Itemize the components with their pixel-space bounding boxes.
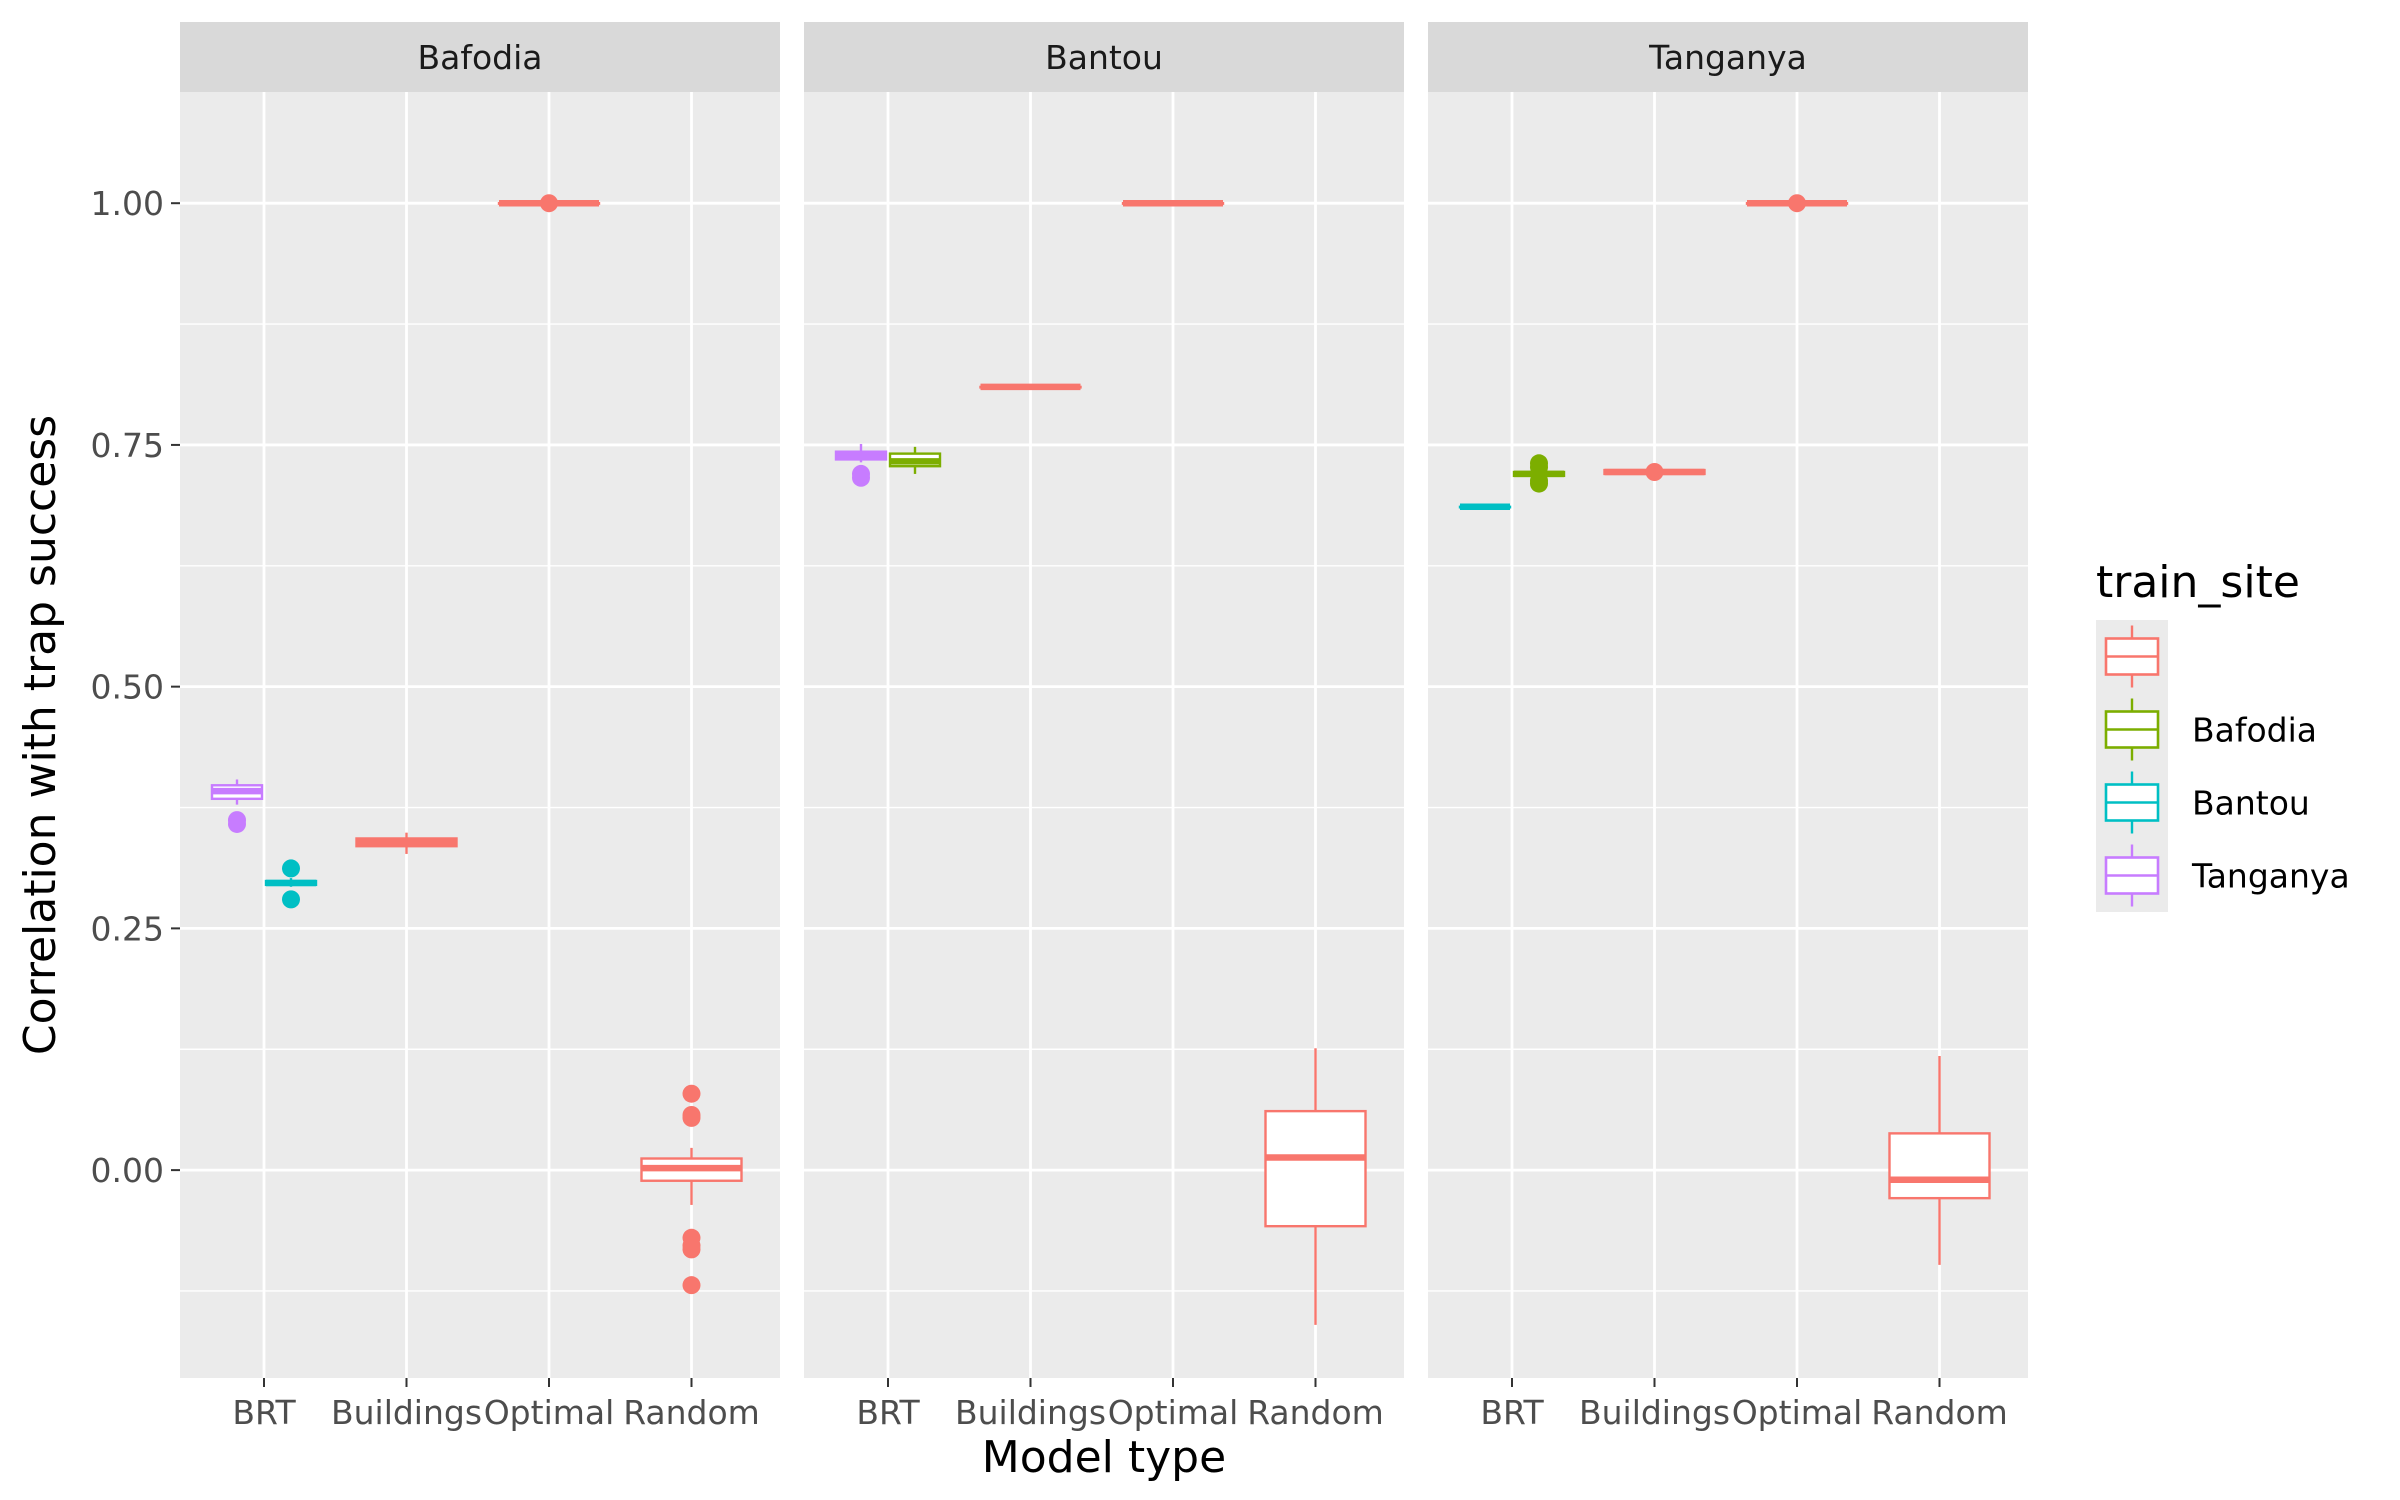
box-brt-tanganya [834,443,888,487]
box-optimal [1121,199,1225,207]
box-brt-bantou [264,859,318,909]
outlier-point [282,859,300,878]
box-brt-bafodia [888,446,942,474]
legend-label: Bantou [2192,784,2310,823]
legend-key-bantou: Bantou [2104,771,2310,834]
legend-label: Tanganya [2191,857,2350,896]
outlier-point [682,1276,701,1295]
x-tick-label: Random [1247,1393,1384,1432]
box-brt-tanganya [210,779,264,833]
box-body [1888,1132,1991,1200]
x-tick-label: Optimal [484,1393,615,1432]
facet-panel-bafodia: Bafodia BRT Buildings Optimal Random [180,22,780,1432]
facet-panel-bantou: Bantou BRT Buildings Optimal Random [804,22,1404,1432]
x-tick-label: Buildings [1579,1393,1730,1432]
legend-key-tanganya: Tanganya [2104,844,2350,907]
box-brt-bantou [1458,503,1512,511]
y-tick-label: 0.75 [91,426,164,465]
outlier-point [1530,471,1548,490]
outlier-point [682,1084,701,1103]
box-brt-bafodia [1512,454,1566,493]
y-tick-label: 0.50 [91,668,164,707]
x-tick-label: Buildings [331,1393,482,1432]
box-optimal [497,194,601,213]
outlier-point [228,811,246,830]
x-tick-label: Optimal [1732,1393,1863,1432]
outlier-point [682,1240,701,1259]
grid-lines [180,92,780,1378]
legend-key-unlabeled [2104,625,2160,688]
legend-key-bafodia: Bafodia [2104,698,2317,761]
x-tick-label: Buildings [955,1393,1106,1432]
x-axis-title: Model type [982,1432,1226,1483]
legend-title: train_site [2096,557,2300,608]
x-tick-label: BRT [232,1393,296,1432]
grid-lines [804,92,1404,1378]
box-random [1264,1048,1367,1325]
box-random [1888,1056,1991,1265]
y-tick-label: 0.00 [91,1151,164,1190]
facet-panel-tanganya: Tanganya BRT Buildings Optimal Random [1428,22,2028,1432]
y-axis-title: Correlation with trap success [15,415,66,1055]
legend: train_site Bafodia Bantou Tanganya [2096,557,2350,912]
box-random [640,1084,743,1295]
y-tick-label: 1.00 [91,184,164,223]
facet-strip [180,22,780,92]
panel-background [180,92,780,1378]
outlier-point [1530,454,1548,473]
x-tick-label: Random [623,1393,760,1432]
x-tick-label: BRT [856,1393,920,1432]
box-buildings [1603,462,1706,481]
x-tick-label: BRT [1480,1393,1544,1432]
y-tick-label: 0.25 [91,909,164,948]
facet-strip [1428,22,2028,92]
outlier-point [1788,194,1806,213]
box-optimal [1745,194,1849,213]
facet-strip-label: Bantou [1045,38,1163,77]
facet-strip [804,22,1404,92]
box-body [1264,1109,1367,1228]
legend-label: Bafodia [2192,711,2317,750]
box-buildings [355,832,458,854]
outlier-point [282,890,300,909]
facet-strip-label: Tanganya [1648,38,1807,77]
facet-strip-label: Bafodia [417,38,542,77]
x-tick-label: Random [1871,1393,2008,1432]
y-axis: 0.00 0.25 0.50 0.75 1.00 [91,184,180,1190]
outlier-point [682,1108,701,1127]
box-buildings [979,383,1082,391]
x-tick-label: Optimal [1108,1393,1239,1432]
outlier-point [540,194,558,213]
outlier-point [1645,462,1664,481]
outlier-point [852,464,870,483]
